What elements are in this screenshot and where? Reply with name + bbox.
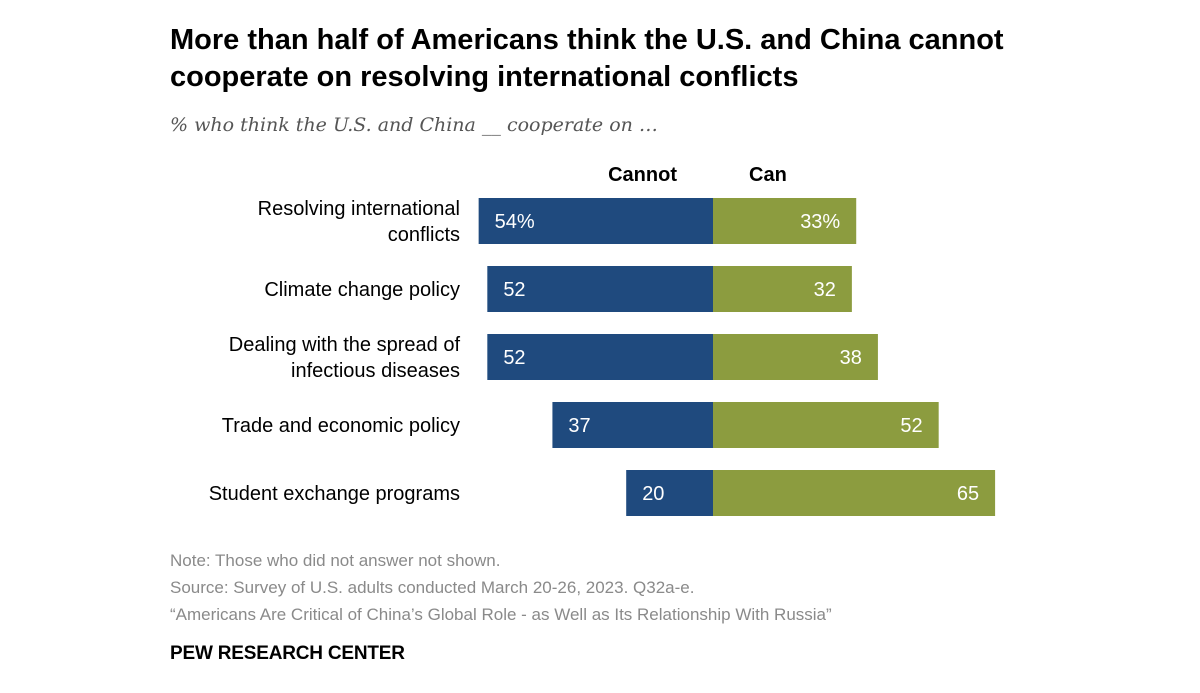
category-label: Trade and economic policy [222,415,460,437]
bar-cannot [552,402,713,448]
bar-cannot [626,470,713,516]
data-label-cannot: 52 [503,279,525,301]
bar-cannot [478,198,713,244]
data-label-can: 52 [900,415,922,437]
data-label-can: 32 [814,279,836,301]
bar-can [713,266,852,312]
legend-can: Can [749,164,787,186]
data-label-cannot: 37 [568,415,590,437]
category-label: Climate change policy [264,279,460,301]
chart-note: Note: Those who did not answer not shown… [170,551,501,570]
data-label-cannot: 20 [642,483,664,505]
bar-can [713,334,878,380]
chart-source: Source: Survey of U.S. adults conducted … [170,578,695,597]
data-label-can: 65 [957,483,979,505]
diverging-bar-chart: Cannot Can Resolving international conflict… [209,164,996,516]
data-label-can: 33% [800,211,840,233]
category-label: Student exchange programs [209,483,460,505]
data-label-cannot: 54% [495,211,535,233]
bar-can [713,470,996,516]
category-label: Dealing with the spread of infectious dis… [229,334,461,382]
bar-cannot [487,266,713,312]
bar-can [713,402,939,448]
legend-cannot: Cannot [608,164,677,186]
category-label: Resolving international conflicts [258,198,460,246]
data-label-cannot: 52 [503,347,525,369]
bar-can [713,198,857,244]
chart-subtitle: % who think the U.S. and China __ cooper… [170,114,658,136]
chart-report-title: “Americans Are Critical of China’s Globa… [170,605,832,624]
data-label-can: 38 [840,347,862,369]
publisher-logo: PEW RESEARCH CENTER [170,643,405,664]
bar-cannot [487,334,713,380]
chart-title: More than half of Americans think the U.… [170,24,1004,93]
